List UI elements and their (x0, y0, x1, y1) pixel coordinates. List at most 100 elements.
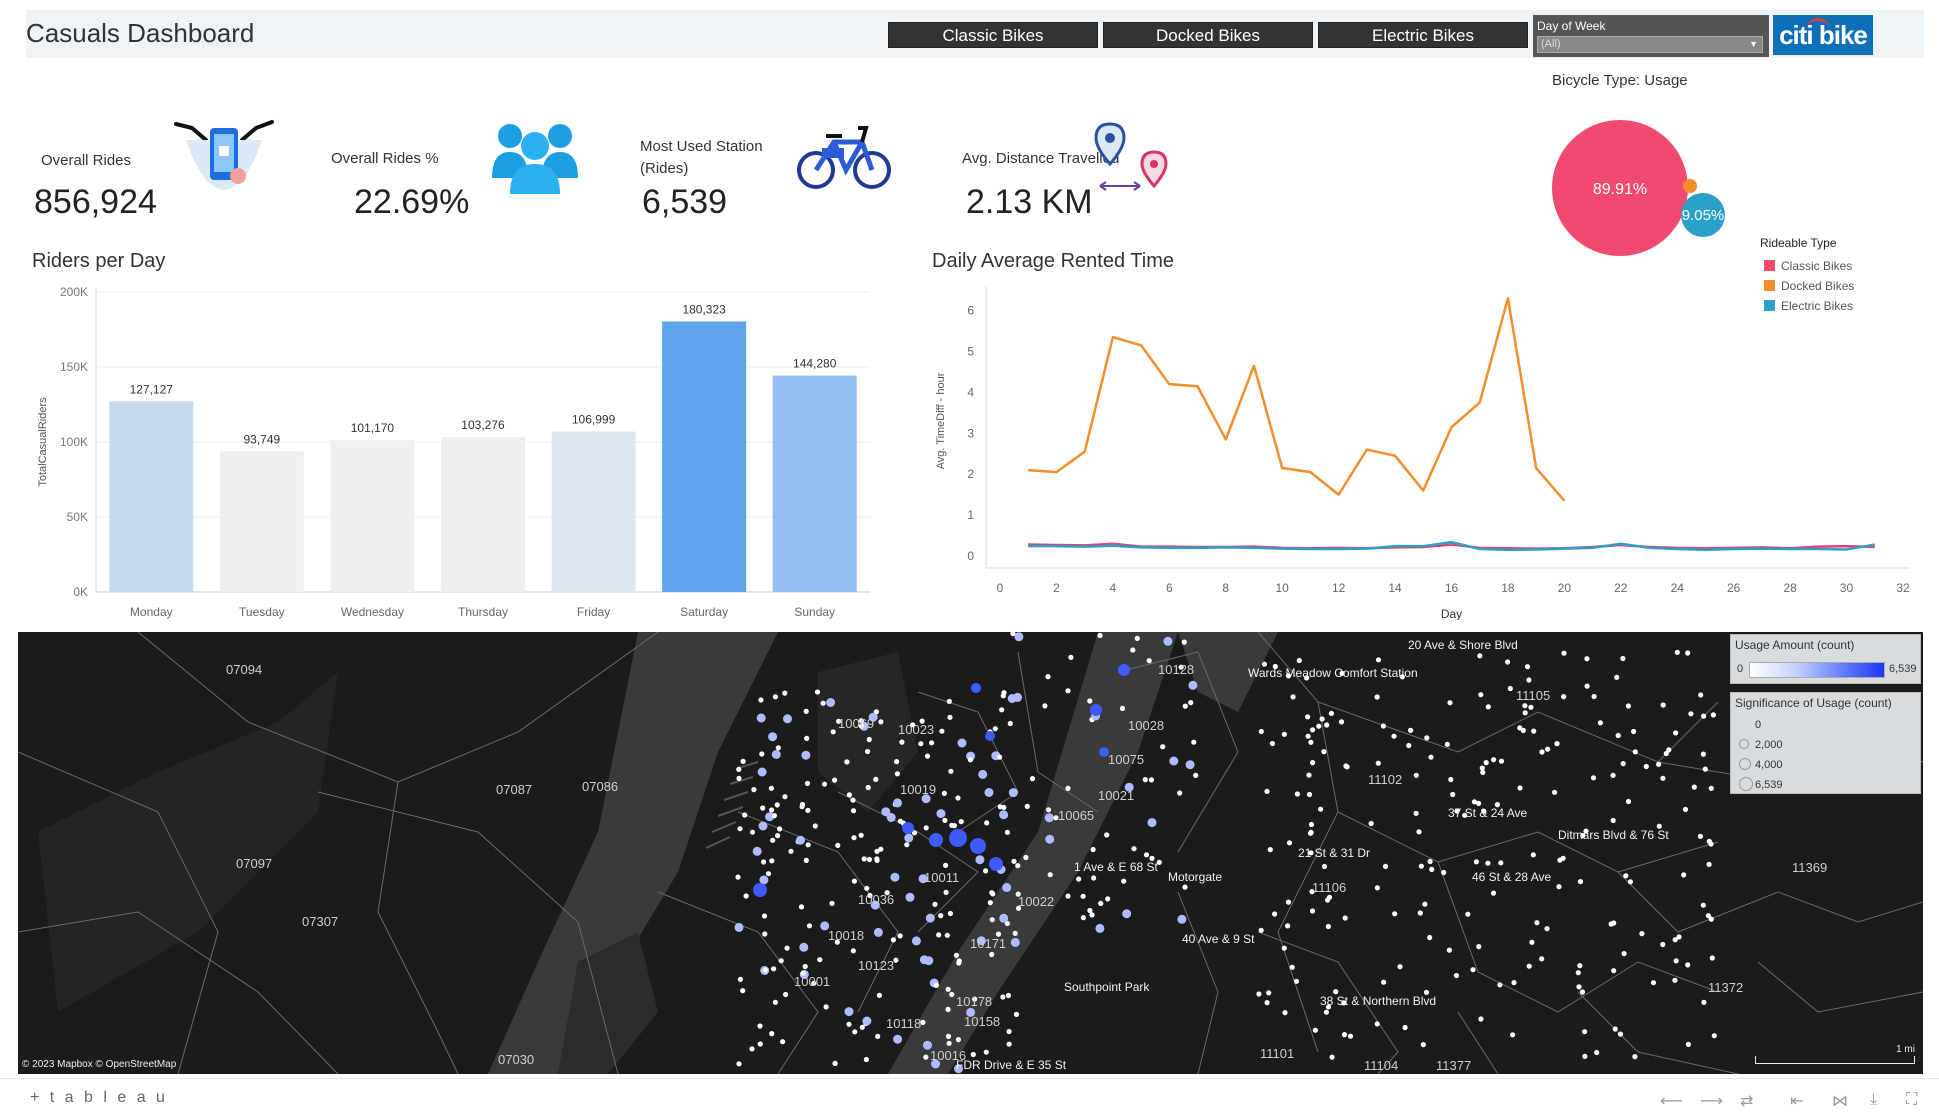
station-dot[interactable] (1309, 908, 1316, 914)
station-dot[interactable] (1177, 790, 1183, 796)
station-dot[interactable] (1560, 855, 1566, 861)
station-dot[interactable] (1691, 784, 1697, 790)
station-dot[interactable] (1131, 846, 1137, 852)
station-dot[interactable] (1181, 639, 1187, 645)
station-dot[interactable] (933, 982, 940, 988)
station-dot[interactable] (893, 798, 902, 808)
station-dot[interactable] (1090, 846, 1096, 853)
station-dot[interactable] (1261, 661, 1267, 667)
station-dot[interactable] (1615, 732, 1621, 739)
station-dot[interactable] (759, 875, 769, 885)
station-dot[interactable] (1188, 700, 1194, 706)
station-dot[interactable] (955, 795, 961, 801)
station-dot[interactable] (858, 723, 865, 729)
station-dot-high-usage[interactable] (989, 857, 1003, 871)
station-dot[interactable] (975, 855, 985, 865)
station-dot[interactable] (1006, 1041, 1012, 1047)
station-dot[interactable] (1505, 659, 1511, 665)
station-dot[interactable] (1098, 900, 1104, 906)
station-dot[interactable] (1147, 818, 1157, 828)
station-dot[interactable] (923, 1054, 929, 1060)
station-dot[interactable] (970, 1051, 976, 1058)
station-dot[interactable] (1310, 760, 1316, 766)
station-dot[interactable] (1130, 647, 1136, 653)
station-dot[interactable] (884, 890, 890, 896)
station-dot[interactable] (1476, 944, 1482, 950)
station-dot[interactable] (1089, 912, 1095, 918)
station-dot[interactable] (1529, 939, 1535, 945)
station-dot[interactable] (1143, 852, 1150, 858)
station-dot[interactable] (1685, 650, 1691, 656)
station-dot[interactable] (850, 797, 856, 803)
station-dot[interactable] (894, 771, 901, 777)
bubble-docked-bikes[interactable] (1683, 179, 1697, 193)
station-dot[interactable] (859, 1024, 865, 1030)
first-icon[interactable]: ⇤ (1790, 1093, 1804, 1110)
station-dot[interactable] (874, 857, 880, 863)
revert-icon[interactable]: ⇄ (1740, 1093, 1754, 1110)
station-dot[interactable] (751, 787, 757, 793)
station-dot[interactable] (1413, 772, 1419, 778)
bubble-classic-bikes[interactable] (1552, 120, 1688, 256)
station-dot[interactable] (945, 1033, 952, 1039)
station-dot[interactable] (811, 980, 817, 986)
station-dot[interactable] (1413, 810, 1419, 816)
station-dot[interactable] (1490, 890, 1497, 896)
station-dot[interactable] (919, 718, 925, 724)
station-dot[interactable] (1002, 883, 1012, 892)
station-dot[interactable] (936, 809, 946, 819)
docked-bikes-button[interactable]: Docked Bikes (1103, 22, 1313, 48)
station-dot-high-usage[interactable] (1118, 664, 1130, 676)
station-dot[interactable] (1476, 800, 1482, 806)
map-canvas[interactable] (18, 632, 1923, 1074)
station-dot[interactable] (1709, 955, 1715, 961)
station-dot[interactable] (1621, 951, 1627, 957)
station-dot[interactable] (989, 951, 995, 958)
station-dot[interactable] (858, 832, 864, 838)
station-dot[interactable] (1267, 847, 1273, 853)
station-dot[interactable] (955, 1037, 962, 1043)
station-dot[interactable] (946, 1040, 952, 1046)
station-dot[interactable] (1193, 772, 1199, 778)
station-dot[interactable] (1339, 670, 1345, 676)
station-dot[interactable] (1010, 937, 1020, 947)
station-dot[interactable] (984, 820, 990, 826)
station-dot[interactable] (911, 936, 921, 946)
station-dot[interactable] (803, 708, 809, 714)
station-dot[interactable] (864, 885, 870, 891)
station-dot[interactable] (1000, 693, 1006, 699)
station-dot[interactable] (1610, 772, 1616, 778)
station-dot[interactable] (1065, 688, 1071, 694)
station-dot[interactable] (1582, 1053, 1588, 1059)
station-dot[interactable] (1511, 980, 1517, 986)
station-dot[interactable] (1625, 703, 1631, 709)
station-dot[interactable] (1177, 914, 1187, 924)
station-dot[interactable] (873, 927, 883, 937)
station-dot[interactable] (782, 794, 788, 800)
station-dot[interactable] (1325, 897, 1331, 903)
station-dot[interactable] (1341, 1032, 1348, 1038)
station-dot[interactable] (865, 784, 871, 791)
station-dot[interactable] (942, 817, 948, 823)
station-dot[interactable] (910, 722, 916, 728)
station-dot[interactable] (1341, 1000, 1347, 1006)
station-dot[interactable] (1053, 815, 1059, 821)
station-dot[interactable] (1391, 733, 1397, 739)
classic-bikes-button[interactable]: Classic Bikes (888, 22, 1098, 48)
station-dot[interactable] (1423, 989, 1430, 995)
station-dot[interactable] (1545, 746, 1551, 752)
station-dot[interactable] (761, 913, 768, 919)
station-dot[interactable] (1708, 785, 1714, 791)
station-map[interactable]: 07094 07087 07086 07097 07307 07030 1006… (18, 632, 1923, 1074)
station-dot[interactable] (736, 1061, 742, 1067)
station-dot[interactable] (1182, 884, 1188, 890)
station-dot[interactable] (1290, 694, 1296, 700)
station-dot[interactable] (772, 999, 779, 1005)
station-dot[interactable] (1462, 812, 1468, 818)
station-dot[interactable] (1672, 937, 1678, 943)
station-dot[interactable] (905, 892, 915, 902)
station-dot[interactable] (874, 848, 880, 854)
station-dot[interactable] (1577, 879, 1584, 885)
station-dot[interactable] (1333, 989, 1339, 995)
station-dot[interactable] (1011, 858, 1017, 864)
